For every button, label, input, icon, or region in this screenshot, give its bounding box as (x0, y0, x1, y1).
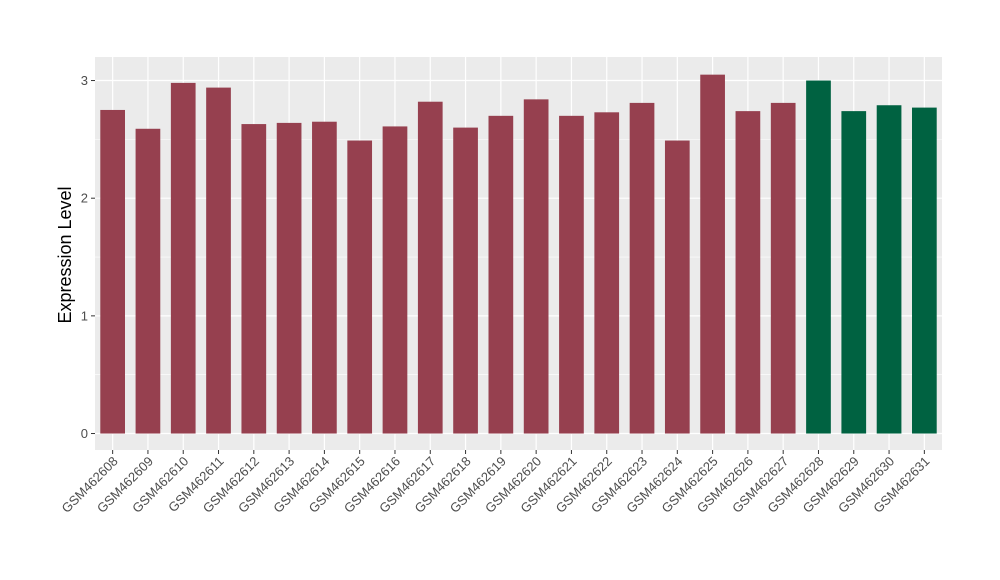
bar (841, 111, 867, 434)
x-axis: GSM462608GSM462609GSM462610GSM462611GSM4… (59, 450, 932, 516)
bar (912, 107, 937, 434)
bar (664, 140, 690, 434)
y-tick-label: 1 (81, 308, 88, 323)
y-tick-label: 2 (81, 191, 88, 206)
bar (206, 87, 231, 434)
bar (876, 105, 902, 434)
bar (735, 111, 761, 434)
bar (488, 115, 514, 434)
bar (700, 74, 725, 434)
bar (453, 127, 478, 434)
y-axis-title: Expression Level (55, 186, 75, 323)
bar (523, 99, 549, 434)
bar (312, 121, 337, 434)
bar (559, 115, 584, 434)
minor-gridlines (95, 139, 942, 375)
y-axis: 0 1 2 3 (81, 73, 95, 441)
y-tick-label: 0 (81, 426, 88, 441)
bar (170, 82, 196, 434)
bar (347, 140, 373, 434)
bar (806, 80, 831, 434)
bar (417, 101, 443, 434)
bar (770, 102, 796, 434)
panel-background (95, 57, 942, 450)
bar (629, 102, 655, 434)
y-tick-label: 3 (81, 73, 88, 88)
bar (241, 124, 267, 434)
bar (382, 126, 408, 434)
bars (100, 74, 937, 434)
bar (135, 128, 161, 434)
bar (594, 112, 620, 434)
bar (100, 109, 125, 434)
bar (276, 122, 302, 434)
